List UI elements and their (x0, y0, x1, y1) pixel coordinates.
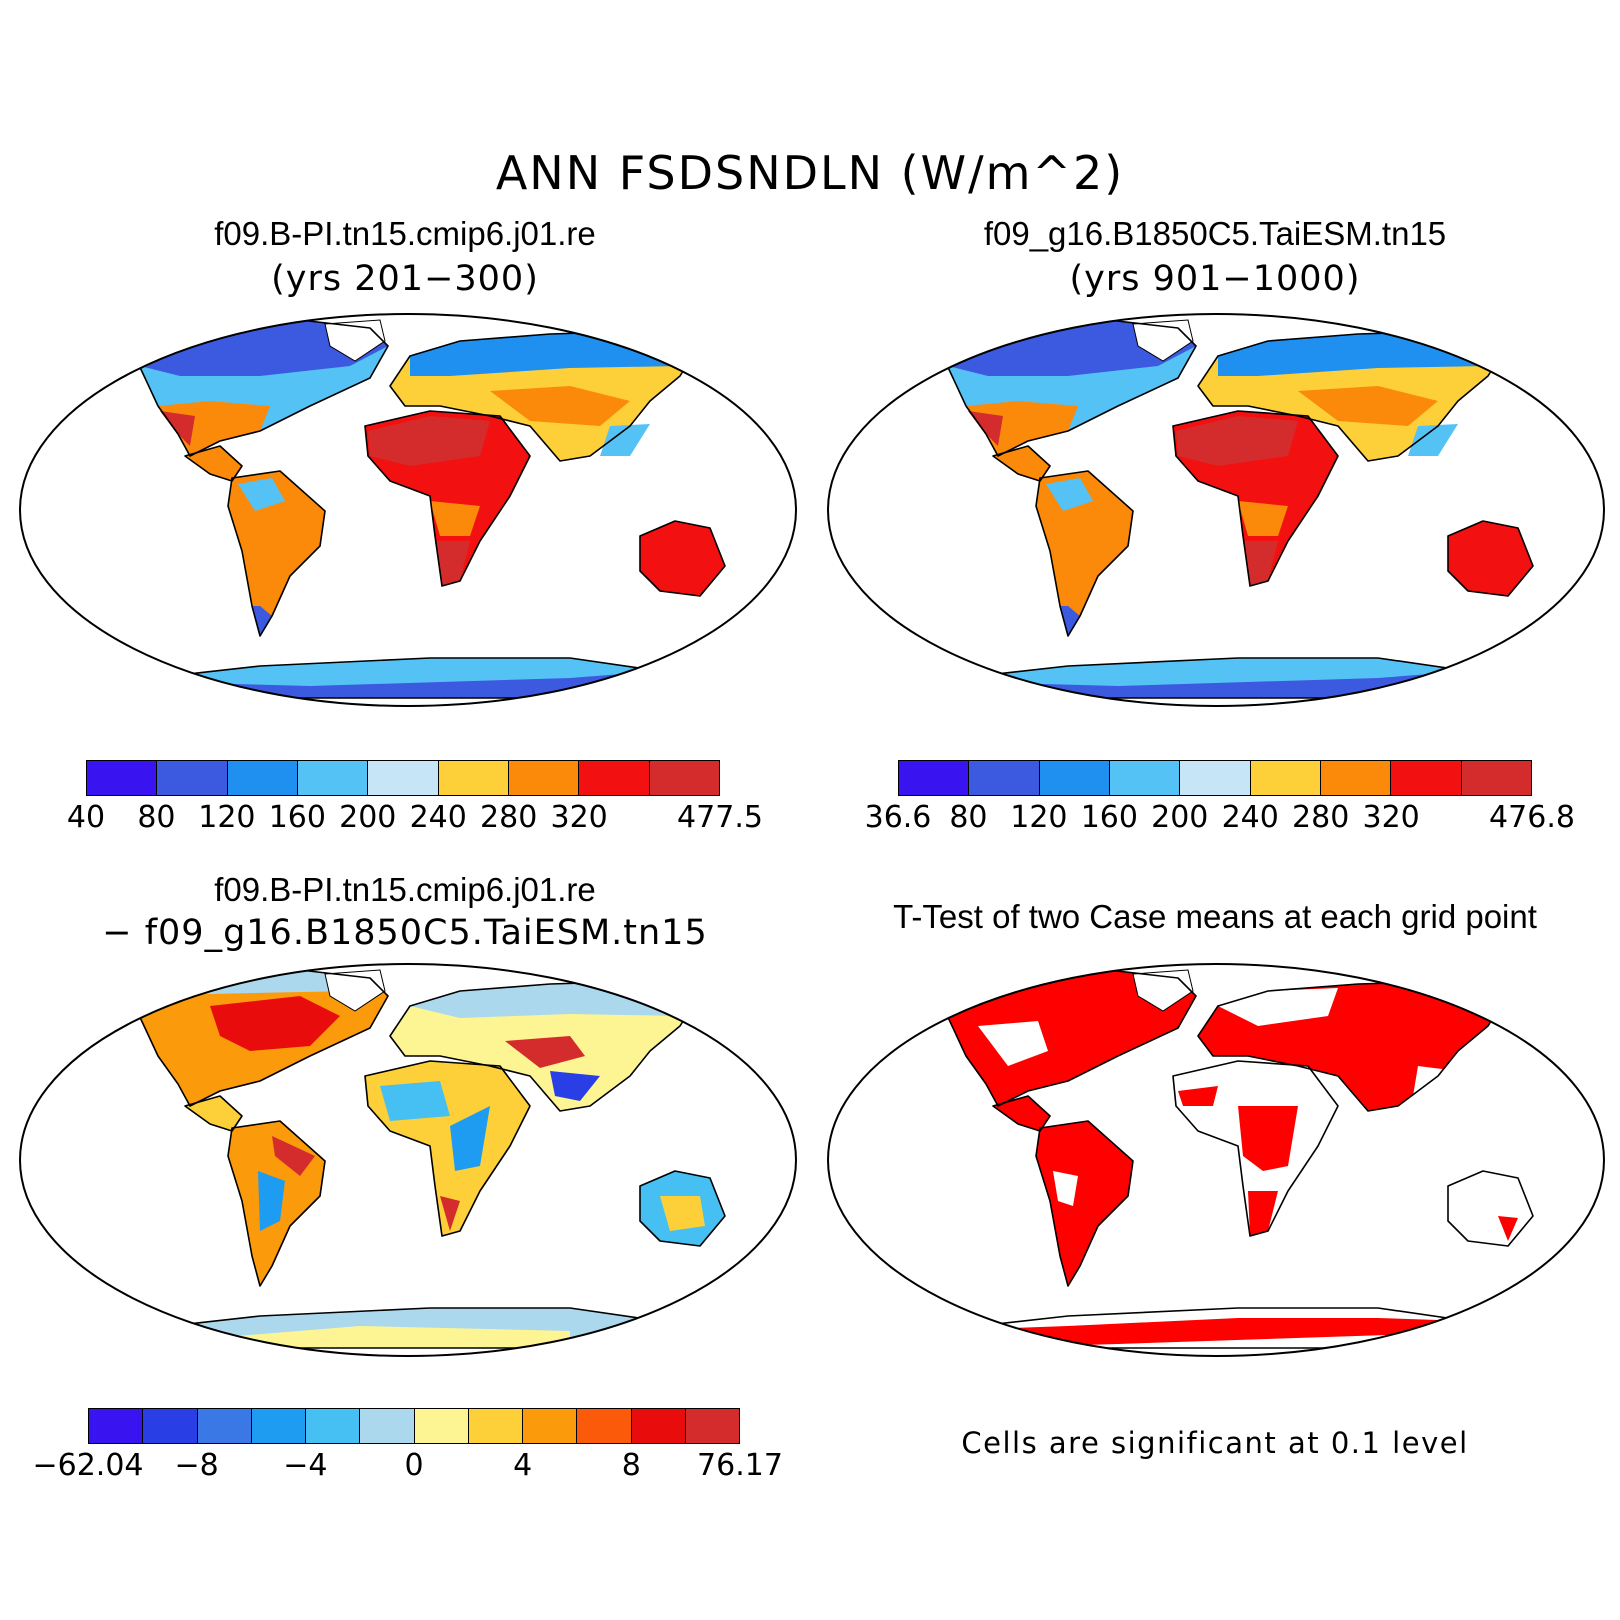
panel2-title: f09_g16.B1850C5.TaiESM.tn15 (983, 215, 1447, 252)
panel4-title: T-Test of two Case means at each grid po… (893, 898, 1537, 935)
colorbar-tick-label: 36.6 (864, 800, 932, 835)
colorbar-box (227, 761, 298, 795)
panel3-map (19, 963, 797, 1357)
colorbar-box (577, 1409, 632, 1443)
colorbar-box (251, 1409, 306, 1443)
colorbar-tick-label: 4 (513, 1448, 533, 1483)
figure-title: ANN FSDSNDLN (W/m^2) (495, 146, 1125, 200)
colorbar-tick-label: 476.8 (1489, 800, 1575, 835)
colorbar-tick-label: 200 (339, 800, 397, 835)
colorbar-box (685, 1409, 739, 1443)
colorbar-box (414, 1409, 469, 1443)
colorbar-tick-label: 8 (621, 1448, 641, 1483)
panel2-map (827, 313, 1605, 707)
panel3-colorbar-boxes (88, 1408, 740, 1444)
colorbar-box (1109, 761, 1181, 795)
colorbar-tick-label: 320 (1362, 800, 1420, 835)
panel4-note: Cells are significant at 0.1 level (961, 1426, 1469, 1460)
colorbar-tick-label: 80 (137, 800, 176, 835)
colorbar-tick-label: −8 (174, 1448, 219, 1483)
colorbar-tick-label: 240 (409, 800, 467, 835)
panel2-map-body (828, 314, 1604, 706)
colorbar-tick-label: 280 (480, 800, 538, 835)
panel4-map (827, 963, 1605, 1357)
colorbar-tick-label: −62.04 (32, 1448, 144, 1483)
panel1-map (19, 313, 797, 707)
colorbar-tick-label: −4 (283, 1448, 328, 1483)
panel2-colorbar-boxes (898, 760, 1532, 796)
colorbar-box (649, 761, 719, 795)
colorbar-box (157, 761, 228, 795)
colorbar-tick-label: 240 (1221, 800, 1279, 835)
panel2-colorbar: 36.6 80 120 160 200 240 280 320 476.8 (865, 760, 1575, 835)
colorbar-box (969, 761, 1040, 795)
colorbar-box (438, 761, 509, 795)
colorbar-box (1250, 761, 1321, 795)
colorbar-tick-label: 160 (1080, 800, 1138, 835)
panel1-colorbar-boxes (86, 760, 720, 796)
colorbar-box (631, 1409, 686, 1443)
colorbar-tick-label: 0 (404, 1448, 424, 1483)
colorbar-box (523, 1409, 578, 1443)
colorbar-tick-label: 80 (949, 800, 988, 835)
colorbar-box (468, 1409, 523, 1443)
colorbar-tick-label: 76.17 (697, 1448, 783, 1483)
colorbar-box (89, 1409, 144, 1443)
colorbar-tick-label: 40 (66, 800, 106, 835)
panel3-colorbar: −62.04 −8 −4 0 4 8 76.17 (32, 1408, 783, 1483)
panel1-map-body (20, 314, 796, 706)
colorbar-tick-label: 477.5 (677, 800, 763, 835)
panel2-subtitle: (yrs 901−1000) (1069, 259, 1361, 299)
colorbar-box (306, 1409, 361, 1443)
colorbar-box (1391, 761, 1462, 795)
colorbar-box (1039, 761, 1110, 795)
panel3-map-body (20, 964, 796, 1356)
colorbar-box (1461, 761, 1531, 795)
colorbar-box (1180, 761, 1251, 795)
colorbar-tick-label: 120 (1010, 800, 1068, 835)
colorbar-box (297, 761, 369, 795)
colorbar-tick-label: 320 (550, 800, 608, 835)
panel4-map-body (828, 964, 1604, 1356)
colorbar-box (1320, 761, 1392, 795)
panel3-title: f09.B-PI.tn15.cmip6.j01.re (214, 871, 596, 908)
colorbar-box (508, 761, 580, 795)
colorbar-box (143, 1409, 198, 1443)
colorbar-box (197, 1409, 252, 1443)
panel1-title: f09.B-PI.tn15.cmip6.j01.re (214, 215, 596, 252)
colorbar-box (899, 761, 970, 795)
colorbar-box (87, 761, 158, 795)
colorbar-tick-label: 280 (1292, 800, 1350, 835)
colorbar-box (368, 761, 439, 795)
panel1-colorbar: 40 80 120 160 200 240 280 320 477.5 (67, 760, 763, 835)
panel3-subtitle: − f09_g16.B1850C5.TaiESM.tn15 (102, 913, 708, 953)
colorbar-tick-label: 200 (1151, 800, 1209, 835)
colorbar-box (360, 1409, 415, 1443)
colorbar-tick-label: 120 (198, 800, 256, 835)
panel1-subtitle: (yrs 201−300) (271, 259, 539, 299)
colorbar-box (579, 761, 650, 795)
colorbar-tick-label: 160 (268, 800, 326, 835)
